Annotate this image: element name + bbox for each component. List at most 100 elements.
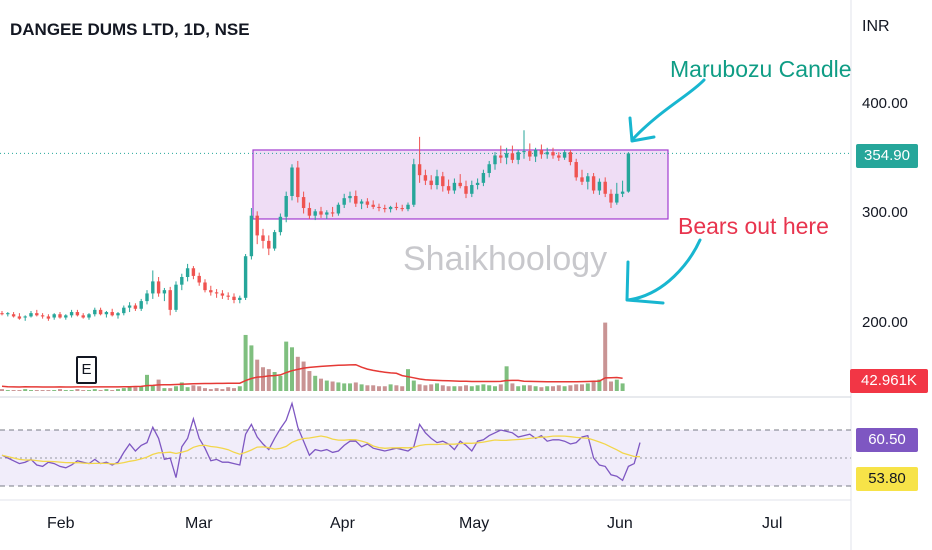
candle-body (412, 164, 416, 205)
candle-body (493, 155, 497, 165)
volume-bar (197, 386, 202, 391)
candle (122, 305, 126, 316)
candle-body (377, 206, 381, 209)
candle-body (330, 212, 335, 214)
candle (394, 202, 399, 211)
candle-body (151, 281, 155, 294)
candle (435, 169, 439, 190)
rsi-ma-line (1, 435, 641, 465)
volume-ma-tag: 42.961K (850, 369, 928, 393)
time-tick-may: May (459, 515, 490, 532)
volume-bar (17, 390, 22, 391)
volume-bar (121, 388, 126, 391)
candle (487, 160, 491, 178)
candle (226, 292, 230, 301)
candle-body (93, 309, 97, 315)
candle-body (603, 181, 607, 194)
candle (238, 295, 242, 304)
candle-body (626, 153, 631, 192)
candle-body (615, 193, 619, 203)
candle (603, 177, 607, 198)
candle (284, 191, 288, 223)
volume-bar (365, 385, 370, 391)
candle (0, 310, 4, 316)
candle (29, 310, 33, 318)
volume-bar (603, 322, 608, 391)
candle (255, 211, 259, 245)
volume-bar (261, 367, 265, 391)
volume-bar (568, 385, 573, 391)
volume-bar (551, 386, 555, 391)
candle (539, 144, 544, 159)
candle (145, 290, 149, 305)
candle (307, 202, 312, 219)
candle-body (174, 284, 178, 310)
candle (58, 312, 62, 319)
volume-bar (533, 386, 538, 391)
volume-bar (5, 390, 10, 391)
candle (46, 314, 51, 321)
candle-body (162, 290, 167, 294)
candle-body (139, 301, 143, 309)
candle-body (64, 315, 68, 318)
volume-bar (377, 386, 381, 391)
candle (52, 313, 56, 320)
candle-body (383, 208, 387, 210)
candle (470, 180, 474, 198)
candle-body (342, 198, 346, 205)
volume-bar (574, 384, 579, 391)
candle-body (504, 153, 509, 158)
candle (98, 307, 103, 316)
volume-bar (185, 387, 190, 391)
candle-body (255, 215, 259, 236)
candle-body (475, 182, 480, 186)
volume-bar (110, 390, 115, 391)
volume-bar (284, 341, 289, 391)
candle (35, 309, 39, 317)
candle-body (87, 314, 91, 318)
candle (336, 202, 341, 216)
candle-body (365, 201, 370, 205)
candle-body (267, 240, 271, 249)
volume-bar (406, 369, 410, 391)
candle (214, 289, 219, 298)
volume-bar (98, 390, 103, 391)
volume-bar (620, 383, 625, 391)
candle (452, 178, 457, 194)
volume-bar (336, 382, 341, 391)
candle-body (284, 195, 288, 217)
arrow-bears-head (625, 260, 665, 305)
candle (6, 312, 10, 317)
volume-bar (208, 389, 213, 391)
candle-body (429, 180, 433, 186)
candle-body (441, 176, 445, 187)
price-tick-300: 300.00 (862, 204, 908, 221)
time-tick-feb: Feb (47, 515, 75, 532)
candle (388, 205, 393, 213)
candle-body (104, 312, 109, 315)
candle-body (568, 152, 573, 163)
candle-body (435, 176, 439, 186)
rsi-tag: 60.50 (856, 428, 918, 452)
candle-body (116, 313, 120, 316)
candle-body (6, 313, 10, 315)
candle-body (522, 151, 526, 153)
candle-body (69, 312, 74, 316)
candle-body (209, 290, 213, 293)
volume-bar (411, 380, 416, 391)
candle-body (609, 193, 613, 203)
volume-bar (423, 385, 428, 391)
volume-bar (278, 375, 283, 391)
candle (481, 169, 486, 187)
volume-bar (69, 390, 74, 391)
candle-body (243, 256, 248, 298)
volume-bar (545, 386, 550, 391)
volume-bar (313, 375, 318, 391)
candle (626, 152, 631, 193)
time-tick-jul: Jul (762, 515, 783, 532)
candle (185, 263, 190, 282)
candle-body (481, 172, 486, 183)
earnings-marker[interactable]: E (76, 356, 97, 384)
candle-body (98, 309, 103, 315)
